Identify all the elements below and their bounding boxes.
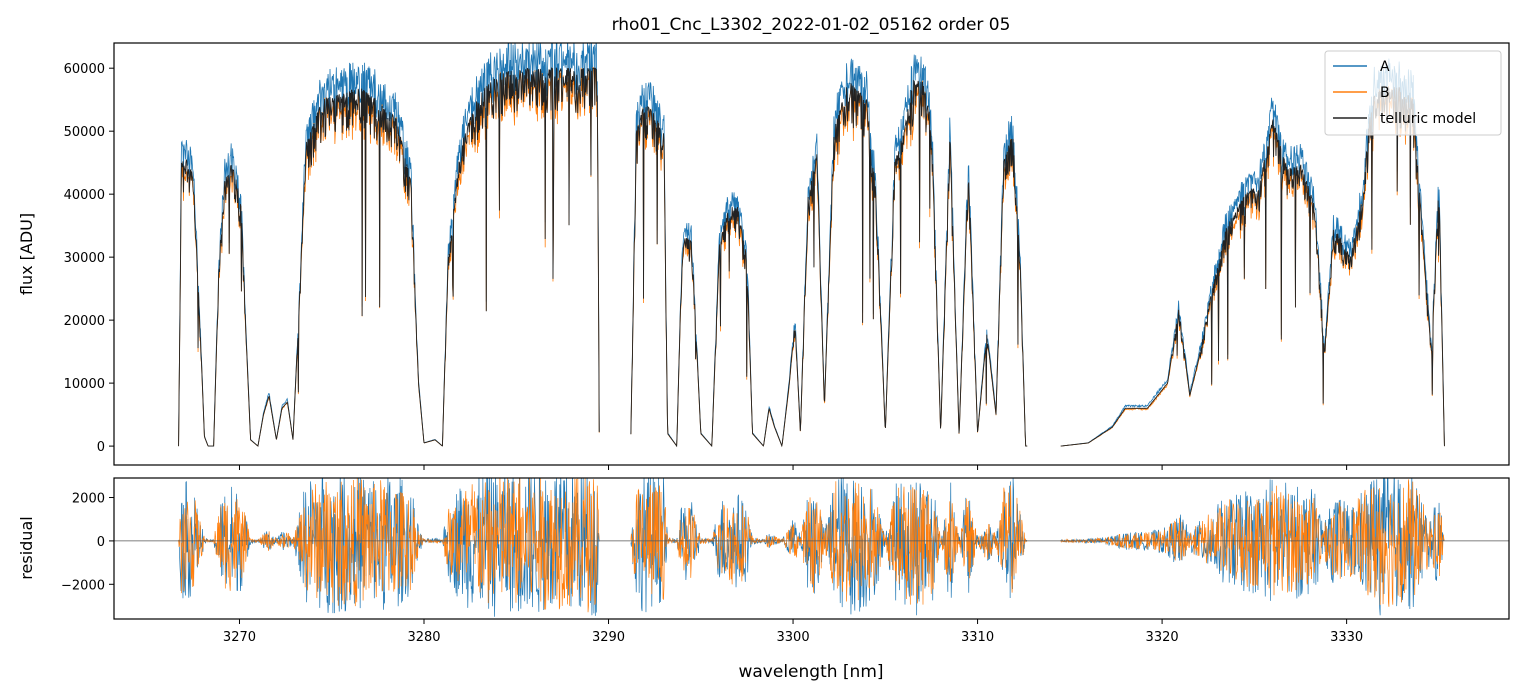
residual-ytick-label: 0 [97,535,105,550]
flux-axes-frame [113,42,1510,466]
residual-xtick-label: 3290 [592,630,625,645]
residual-xtick-label: 3280 [407,630,440,645]
flux-ytick-label: 10000 [64,377,105,392]
wavelength-axis-label: wavelength [nm] [738,662,883,682]
flux-ytick-label: 50000 [64,125,105,140]
residual-xtick-label: 3300 [777,630,810,645]
residual-xtick-label: 3270 [223,630,256,645]
legend-label-model: telluric model [1380,111,1476,127]
residual-axes-frame [113,477,1510,620]
residual-xtick-label: 3310 [961,630,994,645]
legend: A B telluric model [1324,50,1502,136]
flux-ytick-label: 40000 [64,188,105,203]
legend-label-b: B [1380,85,1390,101]
flux-panel: 0 10000 20000 30000 40000 50000 60000 flux [AD… [17,42,1510,470]
telluric-model-line [178,66,1445,448]
flux-ytick-label: 60000 [64,62,105,77]
series-b-line [178,66,1445,448]
residual-xtick-label: 3320 [1146,630,1179,645]
flux-ytick-label: 20000 [64,314,105,329]
flux-axis-label: flux [ADU] [17,213,36,295]
legend-label-a: A [1380,59,1390,75]
residual-ytick-label: 2000 [72,492,105,507]
residual-b-line [178,478,1445,613]
figure-title: rho01_Cnc_L3302_2022-01-02_05162 order 0… [612,15,1011,35]
residual-xtick-label: 3330 [1330,630,1363,645]
residual-axis-label: residual [17,516,36,579]
residual-ytick-label: −2000 [61,578,105,593]
flux-ytick-label: 0 [97,440,105,455]
legend-box [1324,50,1502,136]
flux-ytick-label: 30000 [64,251,105,266]
